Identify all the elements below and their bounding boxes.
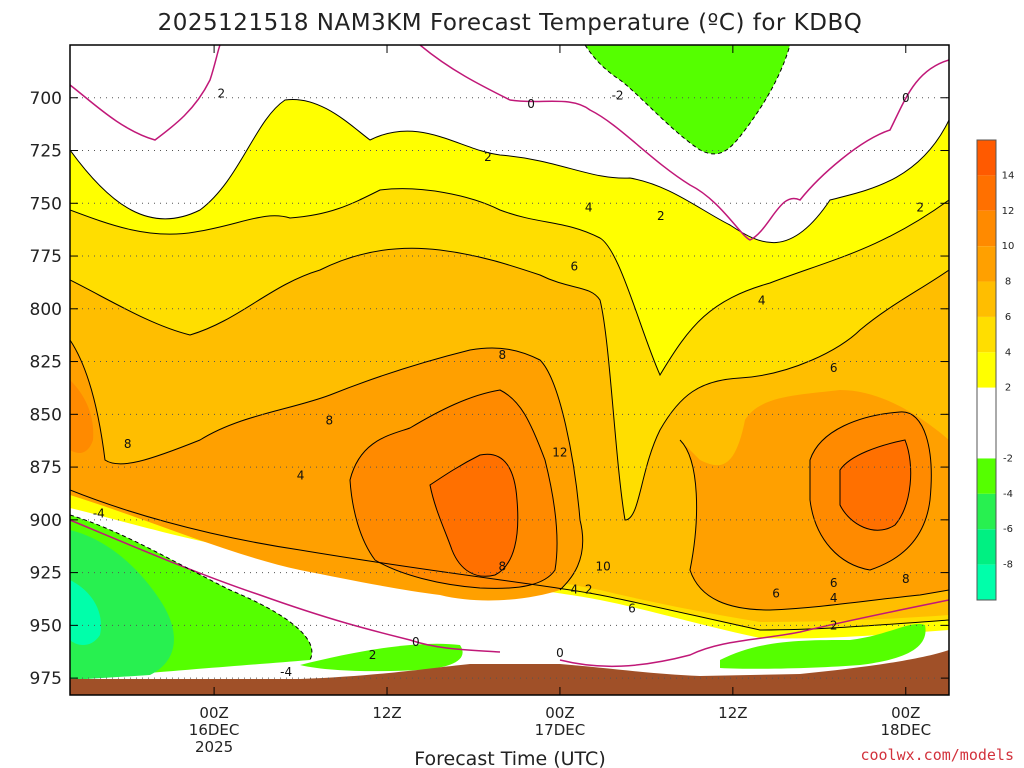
negative-contours xyxy=(70,45,791,661)
contour-label: 12 xyxy=(552,445,567,459)
y-tick-label: 900 xyxy=(30,511,62,531)
colorbar-band xyxy=(977,352,996,388)
y-tick-label: 825 xyxy=(30,353,62,373)
colorbar-label: -2 xyxy=(1003,453,1013,464)
contour-label: 2 xyxy=(484,150,492,164)
contour-label: 2 xyxy=(369,648,377,662)
contour-label: 0 xyxy=(412,635,420,649)
y-tick-label: 975 xyxy=(30,669,62,689)
contour-label: 8 xyxy=(902,572,910,586)
colorbar-label: 2 xyxy=(1005,383,1011,394)
chart-title: 2025121518 NAM3KM Forecast Temperature (… xyxy=(158,10,863,36)
ground xyxy=(70,650,949,695)
band-below-minus4-sw xyxy=(70,530,174,680)
colorbar-label: 6 xyxy=(1005,312,1011,323)
contour-label: 4 xyxy=(297,469,305,483)
freezing-lines xyxy=(70,45,949,668)
colorbar-label: 4 xyxy=(1005,347,1011,358)
band-12-14 xyxy=(430,454,518,577)
contour-label: 6 xyxy=(628,601,636,615)
y-tick-label: 950 xyxy=(30,616,62,636)
contour-label: 10 xyxy=(596,559,611,573)
colorbar-band xyxy=(977,246,996,282)
x-tick-label: 2025 xyxy=(195,738,233,756)
y-tick-label: 700 xyxy=(30,89,62,109)
band-below-minus2-low xyxy=(300,643,463,672)
contour-label: -2 xyxy=(612,89,624,103)
colorbar-label: -6 xyxy=(1003,524,1013,535)
y-tick-label: 750 xyxy=(30,194,62,214)
contour-label: 8 xyxy=(124,437,132,451)
contour-label: 4 xyxy=(585,201,593,215)
colorbar-label: -4 xyxy=(1003,489,1013,500)
band-below-minus8-sw xyxy=(70,580,101,645)
x-axis-label: Forecast Time (UTC) xyxy=(414,748,605,768)
x-tick-label: 00Z xyxy=(891,704,920,722)
contour-label: 4 xyxy=(830,591,838,605)
contour-label: 0 xyxy=(902,91,910,105)
x-tick-label: 17DEC xyxy=(535,721,586,739)
x-tick-label: 18DEC xyxy=(880,721,931,739)
colorbar-label: 12 xyxy=(1002,206,1015,217)
x-tick-label: 00Z xyxy=(199,704,228,722)
x-tick-label: 12Z xyxy=(718,704,747,722)
y-tick-label: 800 xyxy=(30,300,62,320)
x-tick-label: 12Z xyxy=(372,704,401,722)
contour-label: 6 xyxy=(830,361,838,375)
colorbar-band xyxy=(977,316,996,353)
colorbar-band xyxy=(977,387,996,459)
band-below-minus2-east xyxy=(720,623,926,669)
pressure-gridlines xyxy=(70,97,949,679)
contour-label: 0 xyxy=(527,97,535,111)
band-10-12-west xyxy=(70,380,94,453)
contour-label: 2 xyxy=(217,87,225,101)
colorbar-band xyxy=(977,210,996,247)
contour-lines xyxy=(70,98,949,631)
colorbar-band xyxy=(977,564,996,600)
plot-frame xyxy=(69,44,950,696)
contour-label: 2 xyxy=(585,582,593,596)
x-tick-label: 16DEC xyxy=(189,721,240,739)
y-tick-label: 725 xyxy=(30,142,62,162)
colorbar: 14 12 10 8 6 4 2 -2 -4 -6 -8 xyxy=(976,139,1015,601)
band-12-14-east xyxy=(840,440,911,531)
credit-text: coolwx.com/models xyxy=(860,746,1014,764)
colorbar-band xyxy=(977,281,996,317)
contour-label: 6 xyxy=(571,260,579,274)
y-tick-label: 775 xyxy=(30,247,62,267)
contour-label: -4 xyxy=(93,507,105,521)
contour-label: 8 xyxy=(326,414,334,428)
colorbar-label: 14 xyxy=(1002,170,1015,181)
contour-label: 2 xyxy=(916,201,924,215)
contour-label: 2 xyxy=(657,209,665,223)
x-tick-label: 00Z xyxy=(545,704,574,722)
colorbar-band xyxy=(977,493,996,530)
contour-label: 2 xyxy=(830,618,838,632)
band-below-minus2-top xyxy=(585,45,790,154)
colorbar-band xyxy=(977,175,996,211)
colorbar-label: -8 xyxy=(1003,560,1013,571)
colorbar-band xyxy=(977,140,996,176)
colorbar-label: 10 xyxy=(1002,241,1015,252)
colorbar-band xyxy=(977,529,996,565)
contour-label: 8 xyxy=(498,559,506,573)
contour-label: 6 xyxy=(830,576,838,590)
colorbar-band xyxy=(977,458,996,494)
colorbar-frame xyxy=(976,139,997,601)
y-tick-label: 925 xyxy=(30,564,62,584)
contour-label: -4 xyxy=(280,665,292,679)
contour-label: 0 xyxy=(556,646,564,660)
y-tick-label: 850 xyxy=(30,405,62,425)
contour-label: 4 xyxy=(571,582,579,596)
colorbar-label: 8 xyxy=(1005,277,1011,288)
plot-area xyxy=(70,45,949,695)
contour-label: 6 xyxy=(772,587,780,601)
contour-label: 8 xyxy=(498,348,506,362)
y-tick-label: 875 xyxy=(30,458,62,478)
contour-label: 4 xyxy=(758,293,766,307)
